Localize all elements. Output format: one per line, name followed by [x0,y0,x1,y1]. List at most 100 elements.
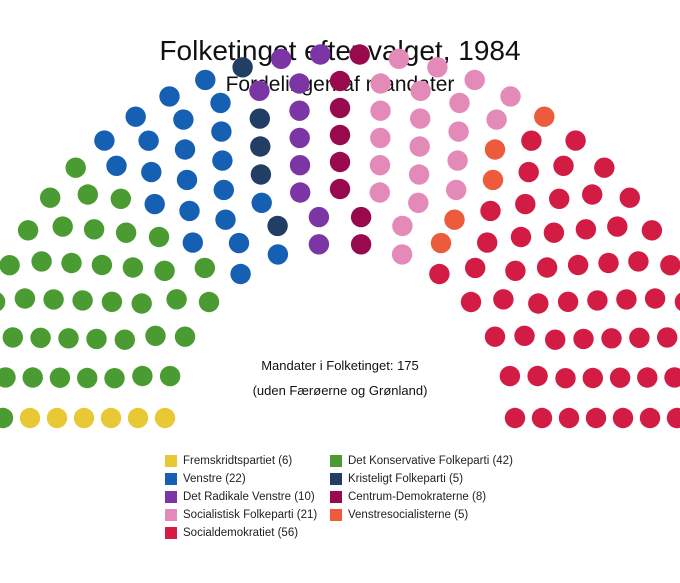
seat-socialistisk-folkeparti [500,86,521,107]
seat-kristeligt-folkeparti [250,164,272,185]
seat-socialdemokratiet [582,367,603,389]
seat-socialdemokratiet [587,290,608,311]
seat-socialistisk-folkeparti [391,244,413,265]
seat-socialdemokratiet [639,407,661,429]
seat-venstre [182,232,203,253]
seat-socialdemokratiet [573,328,594,350]
seat-socialdemokratiet [585,407,607,429]
seat-socialdemokratiet [567,254,589,276]
legend-item: Fremskridtspartiet (6) [165,455,292,467]
seat-socialdemokratiet [514,325,535,346]
chart-title: Folketinget efter valget, 1984 [159,35,521,66]
seat-det-konservative-folkeparti [110,188,131,209]
seat-socialistisk-folkeparti [370,100,391,121]
seat-venstre [176,169,198,191]
legend-swatch [165,491,177,503]
seat-socialdemokratiet [558,407,580,429]
seat-socialdemokratiet [504,407,526,429]
seat-det-radikale-venstre [289,127,310,149]
seat-socialdemokratiet [521,130,542,151]
seat-socialdemokratiet [657,327,678,348]
seat-kristeligt-folkeparti [267,215,288,237]
legend-swatch [165,473,177,485]
seat-det-konservative-folkeparti [91,254,113,276]
seat-det-radikale-venstre [290,182,311,203]
seat-venstre [267,244,289,265]
legend-item: Venstresocialisterne (5) [330,509,468,521]
seat-socialdemokratiet [674,292,680,311]
legend-item: Det Konservative Folkeparti (42) [330,455,513,467]
seat-centrum-demokraterne [329,97,351,119]
legend-label: Det Konservative Folkeparti (42) [348,455,513,467]
seat-fremskridtspartiet [19,407,41,429]
legend-label: Centrum-Demokraterne (8) [348,491,487,503]
seat-centrum-demokraterne [350,206,372,228]
seat-det-konservative-folkeparti [194,257,215,279]
seat-socialistisk-folkeparti [464,69,485,91]
seat-socialdemokratiet [557,291,579,312]
seat-det-konservative-folkeparti [43,289,64,310]
seat-socialdemokratiet [641,220,663,241]
seat-venstre [212,150,233,171]
seat-socialistisk-folkeparti [448,121,469,142]
seat-venstresocialisterne [482,169,504,191]
seat-socialdemokratiet [518,161,539,183]
seat-socialdemokratiet [598,252,619,274]
seat-det-konservative-folkeparti [40,187,61,208]
seat-socialdemokratiet [480,200,501,222]
legend-swatch [165,509,177,521]
legend-item: Centrum-Demokraterne (8) [330,491,486,503]
legend-item: Det Radikale Venstre (10) [165,491,315,503]
seat-det-konservative-folkeparti [77,367,98,389]
seat-venstre [159,86,180,107]
seat-venstresocialisterne [444,209,465,230]
seat-venstre [228,232,250,254]
seat-socialdemokratiet [528,293,549,314]
seat-socialdemokratiet [460,291,482,313]
seat-socialdemokratiet [536,257,558,278]
seat-venstre [125,106,146,127]
seat-centrum-demokraterne [329,178,351,200]
seat-venstre [106,155,127,176]
seat-venstre [94,130,115,151]
seat-det-radikale-venstre [289,100,310,121]
seat-det-konservative-folkeparti [114,329,135,350]
seat-centrum-demokraterne [329,124,351,146]
seat-socialistisk-folkeparti [408,164,430,185]
legend-label: Venstre (22) [183,473,246,485]
seat-socialdemokratiet [531,407,553,429]
legend-label: Fremskridtspartiet (6) [183,455,293,467]
legend-label: Det Radikale Venstre (10) [183,491,315,503]
seat-socialdemokratiet [607,216,628,237]
seat-venstre [144,193,165,215]
seat-det-konservative-folkeparti [0,292,6,311]
seat-venstre [141,161,162,183]
seat-det-konservative-folkeparti [65,157,86,178]
seat-det-konservative-folkeparti [49,367,71,388]
seat-det-konservative-folkeparti [14,288,36,309]
seat-socialistisk-folkeparti [369,182,390,203]
seat-venstre [251,192,272,213]
seat-det-konservative-folkeparti [132,365,153,387]
seat-socialdemokratiet [644,288,666,309]
legend-swatch [330,509,342,521]
legend-label: Kristeligt Folkeparti (5) [348,473,464,485]
seat-venstre [215,209,236,230]
seat-socialdemokratiet [601,328,622,349]
seat-det-konservative-folkeparti [0,367,16,388]
legend-item: Kristeligt Folkeparti (5) [330,473,463,485]
seat-socialistisk-folkeparti [409,136,430,157]
seat-det-radikale-venstre [310,44,331,65]
seat-socialdemokratiet [429,263,450,285]
seat-kristeligt-folkeparti [232,57,253,78]
seat-det-konservative-folkeparti [148,226,170,248]
seat-det-konservative-folkeparti [174,326,196,347]
legend-label: Venstresocialisterne (5) [348,509,469,521]
seat-socialistisk-folkeparti [408,192,429,213]
seat-det-konservative-folkeparti [0,255,20,276]
seat-det-konservative-folkeparti [72,290,93,311]
seat-socialdemokratiet [575,219,597,240]
seat-det-konservative-folkeparti [131,293,152,314]
seat-socialdemokratiet [477,232,498,253]
seat-socialdemokratiet [465,257,486,279]
